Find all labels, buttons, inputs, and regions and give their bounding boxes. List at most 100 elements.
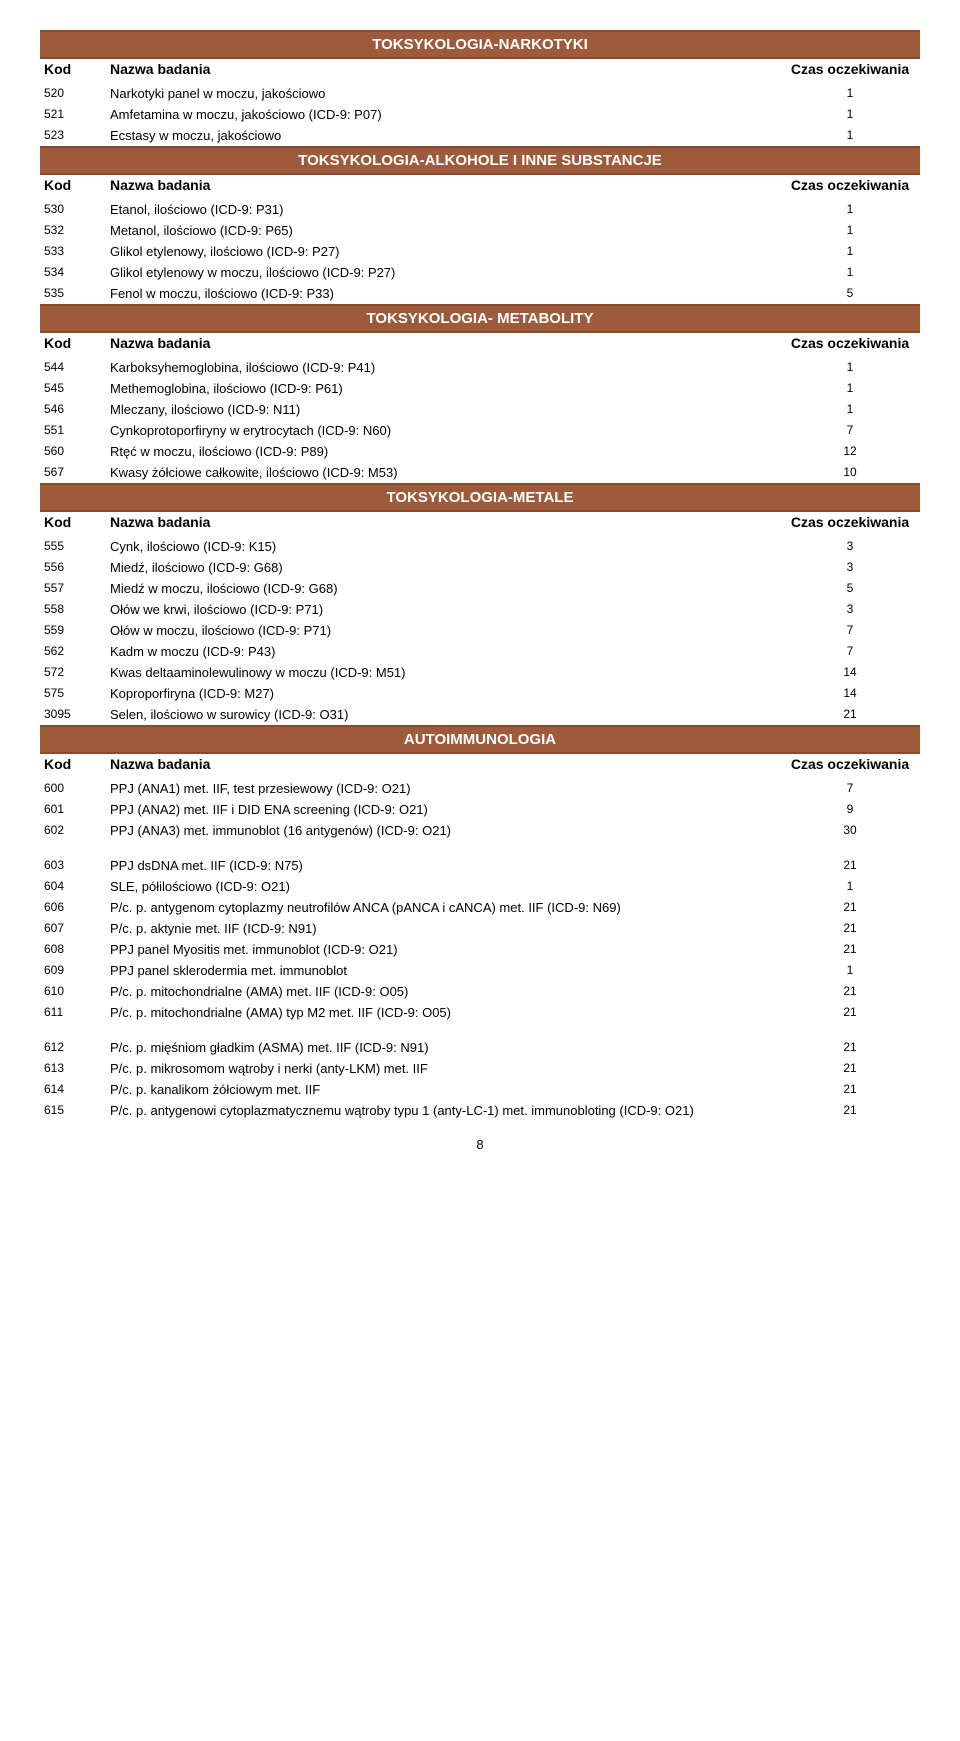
page-number: 8 <box>40 1137 920 1152</box>
cell-time: 1 <box>780 244 920 258</box>
header-kod: Kod <box>40 756 110 772</box>
cell-name: Miedź w moczu, ilościowo (ICD-9: G68) <box>110 581 780 596</box>
table-row: 556 Miedź, ilościowo (ICD-9: G68) 3 <box>40 557 920 578</box>
header-time: Czas oczekiwania <box>780 335 920 351</box>
cell-time: 1 <box>780 223 920 237</box>
table-row: 545 Methemoglobina, ilościowo (ICD-9: P6… <box>40 378 920 399</box>
table-row: 559 Ołów w moczu, ilościowo (ICD-9: P71)… <box>40 620 920 641</box>
cell-name: Ecstasy w moczu, jakościowo <box>110 128 780 143</box>
cell-time: 21 <box>780 984 920 998</box>
cell-kod: 609 <box>40 963 110 977</box>
cell-name: P/c. p. mitochondrialne (AMA) met. IIF (… <box>110 984 780 999</box>
cell-time: 7 <box>780 623 920 637</box>
table-row: 532 Metanol, ilościowo (ICD-9: P65) 1 <box>40 220 920 241</box>
cell-kod: 557 <box>40 581 110 595</box>
cell-kod: 546 <box>40 402 110 416</box>
cell-name: Kwas deltaaminolewulinowy w moczu (ICD-9… <box>110 665 780 680</box>
cell-kod: 567 <box>40 465 110 479</box>
cell-kod: 551 <box>40 423 110 437</box>
header-kod: Kod <box>40 335 110 351</box>
cell-kod: 544 <box>40 360 110 374</box>
section-title: TOKSYKOLOGIA- METABOLITY <box>40 304 920 333</box>
table-row: 523 Ecstasy w moczu, jakościowo 1 <box>40 125 920 146</box>
header-time: Czas oczekiwania <box>780 177 920 193</box>
cell-kod: 606 <box>40 900 110 914</box>
cell-time: 21 <box>780 1040 920 1054</box>
table-row: 521 Amfetamina w moczu, jakościowo (ICD-… <box>40 104 920 125</box>
table-row: 560 Rtęć w moczu, ilościowo (ICD-9: P89)… <box>40 441 920 462</box>
cell-name: Cynkoprotoporfiryny w erytrocytach (ICD-… <box>110 423 780 438</box>
cell-time: 3 <box>780 539 920 553</box>
cell-kod: 532 <box>40 223 110 237</box>
table-row: 546 Mleczany, ilościowo (ICD-9: N11) 1 <box>40 399 920 420</box>
cell-kod: 556 <box>40 560 110 574</box>
table-row: 600 PPJ (ANA1) met. IIF, test przesiewow… <box>40 778 920 799</box>
cell-kod: 560 <box>40 444 110 458</box>
cell-time: 21 <box>780 707 920 721</box>
cell-time: 1 <box>780 381 920 395</box>
table-row: 608 PPJ panel Myositis met. immunoblot (… <box>40 939 920 960</box>
table-row: 614 P/c. p. kanalikom żółciowym met. IIF… <box>40 1079 920 1100</box>
section-title: AUTOIMMUNOLOGIA <box>40 725 920 754</box>
cell-time: 1 <box>780 265 920 279</box>
cell-time: 12 <box>780 444 920 458</box>
row-gap <box>40 1023 920 1037</box>
cell-kod: 575 <box>40 686 110 700</box>
cell-name: Narkotyki panel w moczu, jakościowo <box>110 86 780 101</box>
cell-time: 21 <box>780 921 920 935</box>
table-row: 603 PPJ dsDNA met. IIF (ICD-9: N75) 21 <box>40 855 920 876</box>
table-header: Kod Nazwa badania Czas oczekiwania <box>40 59 920 83</box>
cell-time: 21 <box>780 900 920 914</box>
cell-name: Etanol, ilościowo (ICD-9: P31) <box>110 202 780 217</box>
section-title: TOKSYKOLOGIA-NARKOTYKI <box>40 30 920 59</box>
table-row: 613 P/c. p. mikrosomom wątroby i nerki (… <box>40 1058 920 1079</box>
table-row: 551 Cynkoprotoporfiryny w erytrocytach (… <box>40 420 920 441</box>
cell-name: Karboksyhemoglobina, ilościowo (ICD-9: P… <box>110 360 780 375</box>
cell-time: 5 <box>780 286 920 300</box>
cell-kod: 604 <box>40 879 110 893</box>
cell-kod: 612 <box>40 1040 110 1054</box>
header-name: Nazwa badania <box>110 61 780 77</box>
cell-kod: 572 <box>40 665 110 679</box>
cell-time: 1 <box>780 402 920 416</box>
cell-name: Mleczany, ilościowo (ICD-9: N11) <box>110 402 780 417</box>
header-name: Nazwa badania <box>110 756 780 772</box>
cell-name: Glikol etylenowy, ilościowo (ICD-9: P27) <box>110 244 780 259</box>
table-row: 520 Narkotyki panel w moczu, jakościowo … <box>40 83 920 104</box>
cell-name: Ołów we krwi, ilościowo (ICD-9: P71) <box>110 602 780 617</box>
cell-time: 1 <box>780 86 920 100</box>
cell-name: Kadm w moczu (ICD-9: P43) <box>110 644 780 659</box>
row-gap <box>40 841 920 855</box>
cell-kod: 562 <box>40 644 110 658</box>
table-row: 606 P/c. p. antygenom cytoplazmy neutrof… <box>40 897 920 918</box>
cell-time: 7 <box>780 644 920 658</box>
cell-name: PPJ (ANA3) met. immunoblot (16 antygenów… <box>110 823 780 838</box>
table-row: 544 Karboksyhemoglobina, ilościowo (ICD-… <box>40 357 920 378</box>
cell-name: Amfetamina w moczu, jakościowo (ICD-9: P… <box>110 107 780 122</box>
table-row: 555 Cynk, ilościowo (ICD-9: K15) 3 <box>40 536 920 557</box>
table-row: 572 Kwas deltaaminolewulinowy w moczu (I… <box>40 662 920 683</box>
document-page: TOKSYKOLOGIA-NARKOTYKI Kod Nazwa badania… <box>40 30 920 1121</box>
cell-name: Koproporfiryna (ICD-9: M27) <box>110 686 780 701</box>
table-row: 562 Kadm w moczu (ICD-9: P43) 7 <box>40 641 920 662</box>
header-kod: Kod <box>40 177 110 193</box>
header-name: Nazwa badania <box>110 514 780 530</box>
cell-kod: 523 <box>40 128 110 142</box>
cell-name: P/c. p. mitochondrialne (AMA) typ M2 met… <box>110 1005 780 1020</box>
cell-kod: 534 <box>40 265 110 279</box>
header-kod: Kod <box>40 61 110 77</box>
cell-kod: 602 <box>40 823 110 837</box>
table-row: 535 Fenol w moczu, ilościowo (ICD-9: P33… <box>40 283 920 304</box>
cell-name: PPJ (ANA1) met. IIF, test przesiewowy (I… <box>110 781 780 796</box>
cell-time: 30 <box>780 823 920 837</box>
cell-name: Metanol, ilościowo (ICD-9: P65) <box>110 223 780 238</box>
table-row: 558 Ołów we krwi, ilościowo (ICD-9: P71)… <box>40 599 920 620</box>
cell-time: 3 <box>780 560 920 574</box>
header-time: Czas oczekiwania <box>780 61 920 77</box>
table-row: 615 P/c. p. antygenowi cytoplazmatycznem… <box>40 1100 920 1121</box>
cell-name: PPJ panel Myositis met. immunoblot (ICD-… <box>110 942 780 957</box>
cell-kod: 608 <box>40 942 110 956</box>
cell-time: 21 <box>780 1082 920 1096</box>
table-row: 612 P/c. p. mięśniom gładkim (ASMA) met.… <box>40 1037 920 1058</box>
cell-kod: 607 <box>40 921 110 935</box>
